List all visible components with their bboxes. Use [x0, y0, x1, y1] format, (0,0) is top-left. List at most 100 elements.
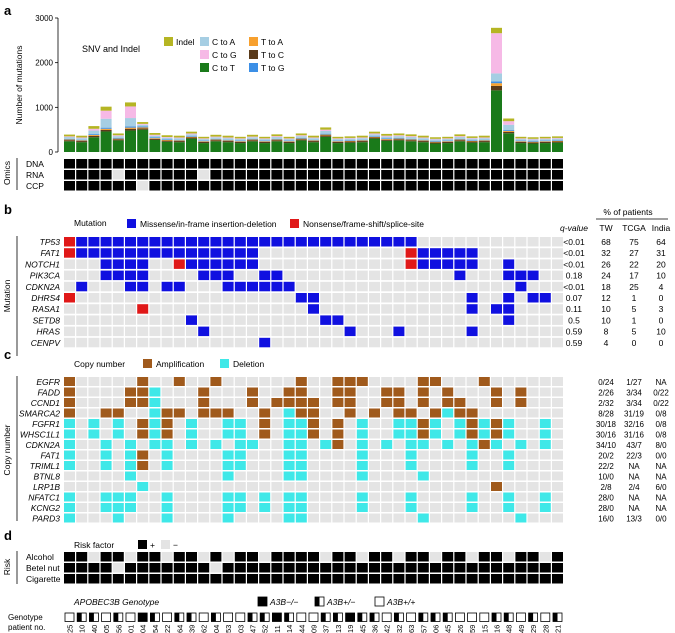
- cnv-cell: [466, 492, 478, 502]
- mutation-cell: [76, 248, 88, 258]
- cnv-india: NA: [655, 378, 667, 387]
- cnv-cell: [259, 461, 271, 470]
- mutation-cell: [198, 248, 210, 258]
- bar-segment: [381, 138, 393, 140]
- cnv-cell: [234, 398, 246, 407]
- genotype-cell: [235, 612, 246, 622]
- omics-cell: [430, 181, 441, 191]
- cnv-cell: [64, 450, 75, 460]
- cnv-cell: [149, 408, 161, 418]
- pct-tw: 8: [604, 327, 609, 337]
- mutation-cell: [503, 326, 515, 337]
- cnv-cell: [149, 503, 161, 512]
- risk-cell: [149, 563, 161, 573]
- cnv-cell: [527, 503, 539, 512]
- cnv-cell: [344, 492, 356, 502]
- genotype-cell-half: [174, 613, 180, 622]
- bar-segment: [442, 136, 454, 139]
- bar-segment: [320, 134, 332, 136]
- cnv-cell: [222, 440, 234, 449]
- cnv-cell: [283, 419, 295, 428]
- mutation-cell: [125, 304, 136, 314]
- cnv-cell: [125, 482, 136, 491]
- bar-segment: [283, 141, 295, 144]
- bar-segment: [295, 136, 307, 138]
- genotype-cell: [308, 612, 319, 622]
- risk-cell: [88, 574, 100, 584]
- bar-segment: [405, 141, 417, 152]
- cnv-cell: [405, 482, 417, 491]
- bar-segment: [112, 139, 124, 141]
- mutation-cell: [356, 237, 368, 247]
- mutation-cell: [234, 326, 246, 337]
- cnv-cell: [125, 513, 136, 523]
- omics-cell: [320, 159, 332, 169]
- cnv-cell: [356, 419, 368, 428]
- risk-cell: [271, 563, 283, 573]
- cnv-cell: [332, 503, 344, 512]
- cnv-cell: [149, 482, 161, 491]
- cnv-cell: [552, 513, 563, 523]
- omics-cell: [320, 170, 332, 180]
- cnv-cell: [417, 513, 429, 523]
- mutation-cell: [539, 237, 551, 247]
- bar-segment: [210, 136, 222, 138]
- pct-india: 64: [656, 237, 666, 247]
- q-value: 0.11: [566, 304, 582, 314]
- bar-segment: [539, 136, 551, 139]
- bar-segment: [259, 141, 271, 144]
- pct-tw: 12: [601, 293, 611, 303]
- cnv-cell: [88, 408, 100, 418]
- risk-cell: [332, 563, 344, 573]
- mutation-cell: [271, 315, 283, 325]
- cnv-cell: [430, 503, 441, 512]
- omics-cell: [344, 159, 356, 169]
- mutation-cell: [332, 270, 344, 281]
- bar-segment: [283, 136, 295, 139]
- cnv-tw: 2/26: [598, 389, 614, 398]
- cnv-cell: [64, 482, 75, 491]
- mutation-cell: [161, 293, 173, 303]
- risk-cell: [393, 574, 405, 584]
- mutation-cell: [295, 281, 307, 292]
- cnv-cell: [454, 482, 466, 491]
- bar-segment: [503, 133, 515, 152]
- cnv-cell: [320, 377, 332, 386]
- bar-segment: [381, 140, 393, 152]
- mutation-cell: [417, 248, 429, 258]
- risk-cell: [125, 563, 136, 573]
- bar-segment: [430, 142, 441, 144]
- mutation-cell: [198, 281, 210, 292]
- mutation-cell: [356, 270, 368, 281]
- mutation-cell: [344, 281, 356, 292]
- bar-segment: [527, 142, 539, 144]
- cnv-cell: [515, 419, 527, 428]
- cnv-cell: [210, 419, 222, 428]
- omics-cell: [454, 181, 466, 191]
- mutation-cell: [210, 337, 222, 348]
- bar-segment: [515, 139, 527, 141]
- cnv-cell: [552, 408, 563, 418]
- bar-segment: [491, 85, 502, 91]
- cnv-cell: [393, 503, 405, 512]
- legend-swatch: [200, 37, 209, 46]
- mutation-cell: [173, 237, 185, 247]
- mutation-cell: [271, 248, 283, 258]
- pct-india: 31: [656, 248, 666, 258]
- risk-cell: [381, 574, 393, 584]
- cnv-cell: [161, 450, 173, 460]
- risk-cell: [552, 563, 563, 573]
- cnv-cell: [527, 461, 539, 470]
- cnv-cell: [442, 440, 454, 449]
- genotype-cell-half: [321, 613, 326, 622]
- mutation-cell: [247, 315, 258, 325]
- risk-cell: [430, 574, 441, 584]
- cnv-cell: [137, 398, 149, 407]
- bar-segment: [430, 141, 441, 143]
- bar-segment: [491, 27, 502, 34]
- bar-segment: [320, 131, 332, 134]
- cnv-cell: [295, 503, 307, 512]
- risk-cell: [442, 574, 454, 584]
- cnv-cell: [454, 440, 466, 449]
- pct-tw: 4: [604, 338, 609, 348]
